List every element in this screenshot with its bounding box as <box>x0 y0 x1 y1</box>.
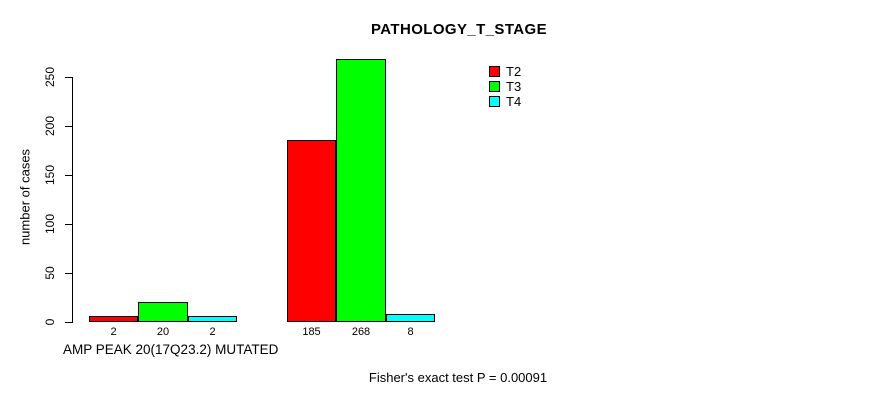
y-tick-mark <box>65 224 72 225</box>
chart-title: PATHOLOGY_T_STAGE <box>371 21 547 38</box>
legend-label: T2 <box>506 64 522 79</box>
bar-value-label: 2 <box>110 326 117 338</box>
y-tick-mark <box>65 175 72 176</box>
statistical-test-annotation: Fisher's exact test P = 0.00091 <box>368 370 548 385</box>
bar-value-label: 185 <box>302 326 321 338</box>
y-tick-mark <box>65 126 72 127</box>
y-tick-label: 50 <box>43 266 57 280</box>
legend-item-t4: T4 <box>489 95 521 108</box>
bar-value-label: 8 <box>407 326 414 338</box>
legend-item-t3: T3 <box>489 80 521 93</box>
y-tick-mark <box>65 77 72 78</box>
legend-label: T4 <box>506 94 522 109</box>
bar-t4-group-2 <box>386 314 435 322</box>
y-tick-label: 250 <box>43 66 57 88</box>
y-tick-label: 200 <box>43 115 57 137</box>
legend-color-swatch <box>489 96 500 107</box>
legend-label: T3 <box>506 79 522 94</box>
y-tick-label: 150 <box>43 164 57 186</box>
legend-color-swatch <box>489 66 500 77</box>
x-axis-label: AMP PEAK 20(17Q23.2) MUTATED <box>63 342 279 357</box>
y-tick-mark <box>65 322 72 323</box>
y-tick-label: 100 <box>43 213 57 235</box>
legend: T2 T3 T4 <box>489 65 521 110</box>
bar-value-label: 20 <box>156 326 170 338</box>
bar-value-label: 2 <box>209 326 216 338</box>
bar-t2-group-2 <box>287 140 336 322</box>
bar-t3-group-1 <box>138 302 188 322</box>
bar-t2-group-1 <box>89 316 138 322</box>
bar-value-label: 268 <box>351 326 371 338</box>
bar-t4-group-1 <box>188 316 237 322</box>
y-tick-mark <box>65 273 72 274</box>
y-axis-label: number of cases <box>17 148 33 246</box>
y-tick-label: 0 <box>43 318 57 326</box>
legend-color-swatch <box>489 81 500 92</box>
bar-t3-group-2 <box>336 59 386 322</box>
y-axis-line <box>72 77 73 323</box>
legend-item-t2: T2 <box>489 65 521 78</box>
